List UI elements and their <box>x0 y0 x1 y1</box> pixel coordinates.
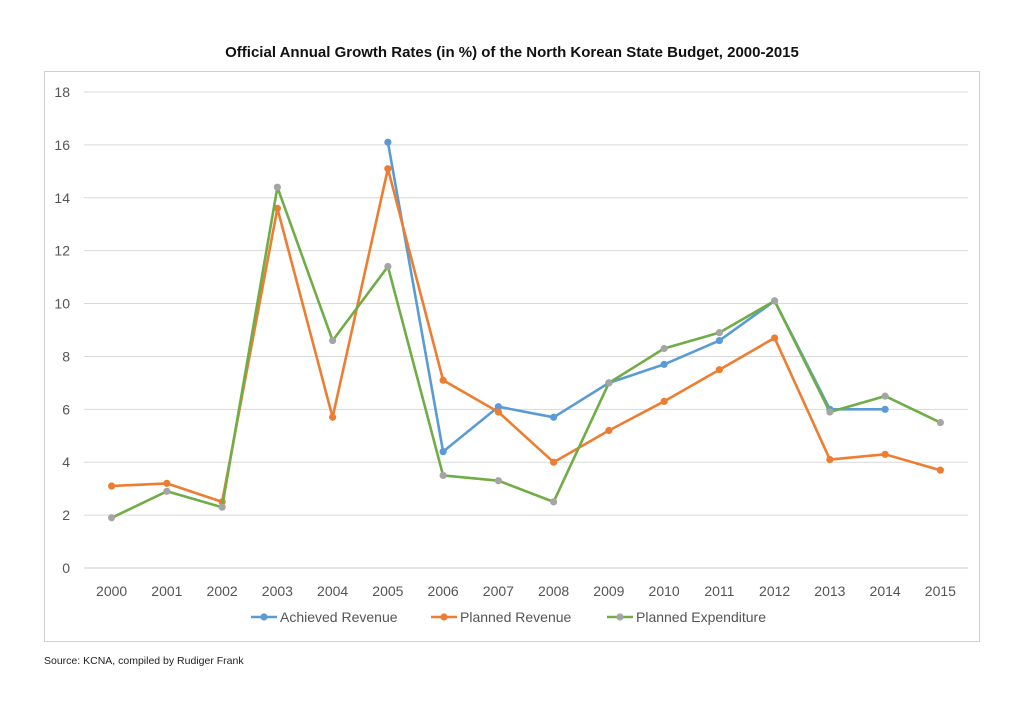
data-point-planned-expenditure <box>108 514 116 522</box>
x-tick-label: 2006 <box>428 583 459 599</box>
legend-marker-planned-revenue <box>440 613 448 621</box>
data-point-planned-expenditure <box>826 408 834 416</box>
data-point-planned-expenditure <box>163 487 171 495</box>
x-tick-label: 2002 <box>207 583 238 599</box>
data-point-planned-revenue <box>329 413 337 421</box>
data-point-achieved-revenue <box>439 448 447 456</box>
legend-label-planned-revenue: Planned Revenue <box>460 609 572 625</box>
data-point-planned-revenue <box>605 426 613 435</box>
x-tick-label: 2003 <box>262 583 293 599</box>
data-point-planned-expenditure <box>771 297 779 305</box>
data-point-planned-revenue <box>550 458 558 466</box>
data-point-planned-revenue <box>771 334 779 342</box>
y-tick-label: 14 <box>54 190 70 206</box>
data-point-achieved-revenue <box>660 360 668 368</box>
x-tick-label: 2007 <box>483 583 514 599</box>
x-tick-label: 2008 <box>538 583 569 599</box>
data-point-planned-expenditure <box>936 418 944 427</box>
y-tick-label: 8 <box>62 348 70 364</box>
data-point-planned-expenditure <box>384 262 392 271</box>
series-line-achieved-revenue <box>386 140 887 453</box>
chart-title: Official Annual Growth Rates (in %) of t… <box>225 44 799 61</box>
data-point-planned-expenditure <box>715 329 723 337</box>
data-point-planned-expenditure <box>550 498 558 506</box>
chart-frame <box>44 71 980 642</box>
data-point-achieved-revenue <box>715 336 723 345</box>
data-point-planned-revenue <box>384 165 392 173</box>
legend-marker-achieved-revenue <box>260 613 268 621</box>
source-note: Source: KCNA, compiled by Rudiger Frank <box>44 655 244 667</box>
x-tick-label: 2011 <box>704 583 734 599</box>
data-point-planned-revenue <box>439 376 447 384</box>
series-line-planned-revenue <box>110 167 942 504</box>
data-point-planned-revenue <box>715 366 723 374</box>
data-point-planned-expenditure <box>494 477 502 485</box>
x-tick-label: 2005 <box>372 583 403 599</box>
data-point-planned-revenue <box>108 482 116 490</box>
x-tick-label: 2015 <box>925 583 956 599</box>
y-tick-label: 18 <box>54 84 70 100</box>
data-point-planned-revenue <box>163 479 171 487</box>
x-tick-label: 2010 <box>649 583 680 599</box>
data-point-planned-expenditure <box>329 336 337 345</box>
data-point-achieved-revenue <box>881 405 889 413</box>
data-point-planned-expenditure <box>273 183 281 191</box>
x-tick-label: 2004 <box>317 583 348 599</box>
data-point-planned-revenue <box>826 455 834 464</box>
data-point-planned-revenue <box>273 204 281 212</box>
x-tick-label: 2000 <box>96 583 127 599</box>
data-point-planned-expenditure <box>439 471 447 480</box>
data-point-achieved-revenue <box>550 413 558 421</box>
data-point-planned-expenditure <box>660 344 668 353</box>
x-tick-label: 2001 <box>151 583 182 599</box>
y-tick-label: 12 <box>54 243 70 259</box>
data-point-planned-revenue <box>936 466 944 474</box>
data-point-planned-revenue <box>881 450 889 458</box>
legend-marker-planned-expenditure <box>616 613 624 621</box>
x-tick-label: 2014 <box>870 583 901 599</box>
y-tick-label: 4 <box>62 454 70 470</box>
legend-label-achieved-revenue: Achieved Revenue <box>280 609 398 625</box>
data-point-planned-expenditure <box>605 379 613 387</box>
y-tick-label: 2 <box>62 507 70 523</box>
data-point-achieved-revenue <box>384 138 392 146</box>
y-tick-label: 10 <box>54 296 70 312</box>
y-tick-label: 0 <box>62 560 70 576</box>
x-tick-label: 2009 <box>593 583 624 599</box>
data-point-planned-expenditure <box>218 503 226 511</box>
y-tick-label: 6 <box>62 401 70 417</box>
data-point-planned-revenue <box>660 397 668 405</box>
data-point-planned-expenditure <box>881 392 889 400</box>
legend-label-planned-expenditure: Planned Expenditure <box>636 609 766 625</box>
data-point-planned-revenue <box>494 408 502 416</box>
x-tick-label: 2013 <box>814 583 845 599</box>
y-tick-label: 16 <box>54 137 70 153</box>
x-tick-label: 2012 <box>759 583 790 599</box>
series-line-planned-expenditure <box>110 185 942 520</box>
data-point-achieved-revenue <box>494 403 502 411</box>
